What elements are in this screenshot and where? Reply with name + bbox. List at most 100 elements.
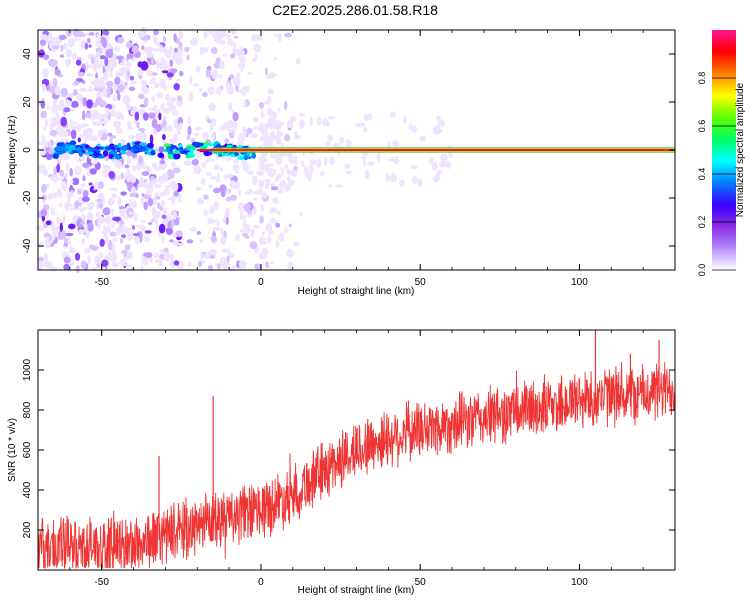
spectrogram-noise-point: [288, 223, 292, 228]
spectrogram-noise-point: [385, 174, 390, 182]
spectrogram-noise-point: [187, 115, 191, 125]
spectrogram-noise-point: [270, 111, 278, 120]
spectrogram-noise-point: [186, 135, 191, 141]
spectrogram-noise-point: [130, 109, 136, 116]
spectrogram-noise-point: [237, 89, 246, 93]
spectrogram-noise-point: [39, 39, 46, 46]
spectrogram-noise-point: [261, 154, 266, 163]
spectrogram-noise-point: [298, 119, 305, 130]
spectrogram-noise-point: [276, 130, 280, 135]
spectrogram-noise-point: [207, 264, 214, 271]
spectrogram-noise-point: [45, 148, 50, 152]
spectrogram-noise-point: [77, 137, 81, 143]
spectrogram-noise-point: [273, 125, 280, 130]
spectrogram-noise-point: [270, 186, 279, 191]
x-tick-label: 50: [415, 577, 427, 588]
spectrogram-noise-point: [107, 197, 115, 206]
spectrogram-noise-point: [72, 91, 79, 96]
spectrogram-noise-point: [363, 113, 369, 122]
spectrogram-noise-point: [154, 210, 161, 219]
spectrogram-noise-point: [249, 241, 258, 250]
spectrogram-noise-point: [92, 62, 98, 72]
spectrogram-noise-point: [217, 73, 224, 79]
spectrogram-noise-point: [210, 235, 217, 243]
spectrogram-noise-point: [165, 227, 173, 235]
spectrogram-noise-point: [102, 30, 110, 36]
spectrogram-noise-point: [81, 123, 89, 128]
spectrogram-noise-point: [239, 265, 244, 271]
spectrogram-noise-point: [93, 158, 99, 165]
spectrogram-noise-point: [163, 116, 167, 120]
spectrogram-noise-point: [237, 62, 246, 69]
spectrogram-noise-point: [139, 176, 145, 184]
spectrogram-noise-point: [65, 100, 72, 107]
spectrogram-noise-point: [267, 88, 275, 95]
spectrogram-noise-point: [387, 142, 392, 149]
spectrogram-noise-point: [290, 160, 297, 164]
spectrogram-noise-point: [157, 43, 161, 48]
spectrogram-noise-point: [73, 121, 77, 125]
spectrogram-noise-point: [286, 168, 290, 175]
spectrogram-noise-point: [184, 160, 192, 167]
spectrogram-noise-point: [284, 163, 289, 169]
spectrogram-noise-point: [216, 172, 220, 182]
spectrogram-noise-point: [95, 52, 101, 60]
spectrogram-noise-point: [222, 32, 228, 38]
snr-x-axis-label: Height of straight line (km): [298, 585, 415, 596]
spectrogram-noise-point: [161, 234, 165, 244]
spectrogram-noise-point: [247, 71, 252, 76]
spectrogram-noise-point: [162, 172, 169, 182]
spectrogram-noise-point: [150, 178, 155, 186]
spectrogram-noise-point: [201, 162, 207, 168]
spectrogram-noise-point: [121, 234, 127, 239]
spectrogram-noise-point: [146, 48, 153, 59]
spectrogram-noise-point: [261, 191, 268, 199]
spectrogram-carrier-cluster-point: [56, 142, 64, 147]
spectrogram-carrier-cluster-point: [92, 153, 100, 156]
spectrogram-noise-point: [250, 232, 255, 238]
spectrogram-noise-point: [85, 232, 90, 239]
spectrogram-noise-point: [97, 192, 105, 200]
spectrogram-noise-point: [126, 176, 131, 183]
spectrogram-noise-point: [46, 105, 51, 110]
spectrogram-carrier-cluster-point: [203, 150, 211, 157]
spectrogram-noise-point: [99, 60, 103, 67]
y-tick-label: 400: [22, 481, 33, 498]
spectrogram-noise-point: [175, 78, 181, 83]
spectrogram-noise-point: [94, 219, 99, 227]
colorbar-tick-label: 0.0: [697, 264, 707, 277]
spectrogram-noise-point: [172, 51, 179, 62]
spectrogram-noise-point: [177, 193, 182, 203]
spectrogram-noise-point: [207, 86, 215, 96]
colorbar: 0.0 0.2 0.4 0.6 0.8 Normalized spectral ampl…: [697, 30, 746, 276]
spectrogram-noise-point: [275, 240, 280, 248]
spectrogram-carrier-cluster-point: [108, 154, 114, 159]
spectrogram-noise-point: [128, 211, 134, 215]
spectrogram-noise-point: [81, 237, 85, 246]
spectrogram-noise-point: [141, 85, 148, 93]
spectrogram-noise-point: [276, 188, 284, 194]
spectrogram-noise-point: [239, 214, 247, 220]
spectrogram-noise-point: [230, 53, 236, 59]
spectrogram-noise-point: [52, 77, 58, 88]
spectrogram-noise-point: [162, 140, 168, 145]
spectrogram-noise-point: [59, 230, 67, 240]
spectrogram-noise-point: [163, 36, 167, 42]
spectrogram-noise-point: [56, 216, 61, 225]
spectrogram-noise-point: [289, 169, 298, 177]
colorbar-tick-label: 0.8: [697, 72, 707, 85]
spectrogram-noise-point: [68, 223, 76, 230]
spectrogram-noise-point: [283, 100, 288, 111]
spectrogram-noise-point: [173, 33, 177, 42]
spectrogram-noise-point: [213, 201, 220, 210]
spectrogram-noise-point: [178, 70, 184, 77]
spectrogram-noise-point: [169, 239, 174, 243]
spectrogram-noise-point: [76, 93, 83, 101]
spectrogram-noise-point: [433, 125, 441, 135]
spectrogram-noise-point: [61, 138, 69, 143]
spectrogram-noise-point: [264, 178, 271, 183]
spectrogram-noise-point: [253, 116, 259, 123]
spectrogram-carrier-cluster-point: [102, 150, 109, 157]
spectrogram-noise-point: [159, 248, 163, 254]
spectrogram-carrier-cluster-point: [139, 142, 147, 147]
